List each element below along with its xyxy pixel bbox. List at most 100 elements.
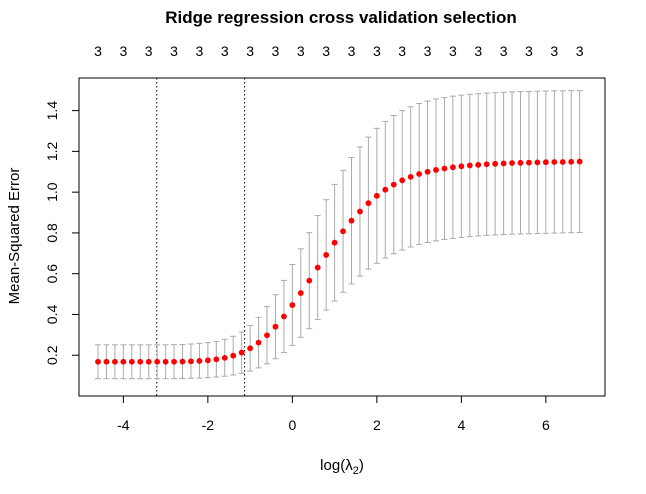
data-point: [509, 160, 515, 166]
x-axis-label-suffix: ): [359, 457, 364, 474]
data-point: [416, 171, 423, 177]
top-axis-label: 3: [525, 43, 533, 59]
data-point: [450, 164, 456, 171]
top-axis-label: 3: [466, 43, 474, 59]
top-axis-label: 3: [559, 43, 567, 59]
data-point: [382, 186, 389, 193]
top-axis-label: 3: [221, 43, 229, 59]
top-axis-label: 3: [145, 43, 153, 59]
x-tick-label: -2: [202, 417, 215, 433]
data-point: [137, 358, 144, 365]
top-axis-label: 3: [238, 43, 246, 59]
data-point: [331, 239, 338, 246]
top-axis-label: 3: [517, 43, 525, 59]
data-point: [373, 192, 380, 199]
data-point: [441, 165, 448, 172]
data-point: [314, 264, 321, 271]
data-point: [559, 159, 566, 165]
top-axis-label: 3: [128, 43, 136, 59]
y-axis-label: Mean-Squared Error: [6, 168, 23, 305]
data-point: [306, 277, 313, 284]
data-point: [221, 354, 228, 361]
data-point: [466, 162, 473, 169]
top-axis-label: 3: [179, 43, 187, 59]
data-point: [264, 332, 270, 339]
data-point: [255, 339, 262, 346]
top-axis-label: 3: [483, 43, 491, 59]
top-axis-label: 3: [272, 43, 280, 59]
top-axis-label: 3: [457, 43, 465, 59]
top-axis-label: 3: [103, 43, 111, 59]
top-axis-label: 3: [255, 43, 263, 59]
data-point: [483, 161, 490, 168]
y-tick-label: 0.6: [44, 264, 60, 284]
data-points: [95, 158, 583, 365]
top-axis-label: 3: [500, 43, 508, 59]
top-axis-label: 3: [263, 43, 271, 59]
x-axis-label: log(λ2): [320, 457, 364, 477]
top-axis-label: 3: [280, 43, 288, 59]
data-point: [348, 217, 355, 224]
data-point: [492, 160, 499, 167]
top-axis-label: 3: [534, 43, 542, 59]
top-axis-label: 3: [162, 43, 170, 59]
data-point: [297, 290, 304, 296]
data-point: [281, 313, 287, 320]
data-point: [103, 358, 110, 365]
data-point: [112, 358, 118, 365]
top-axis-label: 3: [474, 43, 482, 59]
data-point: [179, 358, 186, 365]
y-tick-label: 0.2: [44, 345, 60, 365]
x-tick-label: -4: [117, 417, 130, 433]
y-tick-label: 1.2: [44, 141, 60, 161]
chart-title: Ridge regression cross validation select…: [165, 8, 516, 27]
top-axis-label: 3: [449, 43, 457, 59]
x-axis-label-prefix: log(: [320, 457, 345, 474]
top-axis-label: 3: [314, 43, 322, 59]
data-point: [196, 358, 203, 364]
top-axis-label: 3: [246, 43, 254, 59]
top-axis-label: 3: [331, 43, 339, 59]
data-point: [424, 168, 431, 175]
data-point: [534, 159, 541, 166]
data-point: [120, 358, 127, 365]
data-point: [475, 161, 482, 168]
top-axis-label: 3: [204, 43, 212, 59]
error-bars: [95, 90, 583, 380]
data-point: [576, 158, 583, 165]
data-point: [407, 173, 414, 180]
data-point: [145, 358, 152, 365]
top-axis-label: 3: [187, 43, 195, 59]
top-axis-label: 3: [212, 43, 220, 59]
data-point: [568, 158, 575, 165]
data-point: [365, 200, 372, 207]
x-axis-label-symbol: λ: [345, 457, 353, 474]
top-axis-label: 3: [94, 43, 102, 59]
data-point: [289, 302, 296, 308]
top-axis-label: 3: [170, 43, 178, 59]
data-point: [247, 345, 254, 352]
data-point: [128, 358, 135, 365]
top-axis-label: 3: [196, 43, 204, 59]
top-axis-label: 3: [576, 43, 584, 59]
top-axis-label: 3: [491, 43, 499, 59]
data-point: [230, 352, 237, 359]
data-point: [162, 358, 169, 365]
x-tick-label: 0: [288, 417, 296, 433]
top-axis-label: 3: [153, 43, 161, 59]
data-point: [204, 357, 211, 364]
data-point: [213, 356, 220, 363]
top-axis-label: 3: [424, 43, 432, 59]
reference-lines: [156, 78, 246, 396]
top-axis-label: 3: [432, 43, 440, 59]
top-axis-label: 3: [550, 43, 558, 59]
top-axis-label: 3: [136, 43, 144, 59]
top-axis-label: 3: [111, 43, 119, 59]
data-point: [390, 181, 397, 188]
top-axis-label: 3: [441, 43, 449, 59]
data-point: [500, 160, 507, 167]
data-point: [238, 349, 245, 356]
top-axis-label: 3: [373, 43, 381, 59]
data-point: [154, 358, 161, 365]
